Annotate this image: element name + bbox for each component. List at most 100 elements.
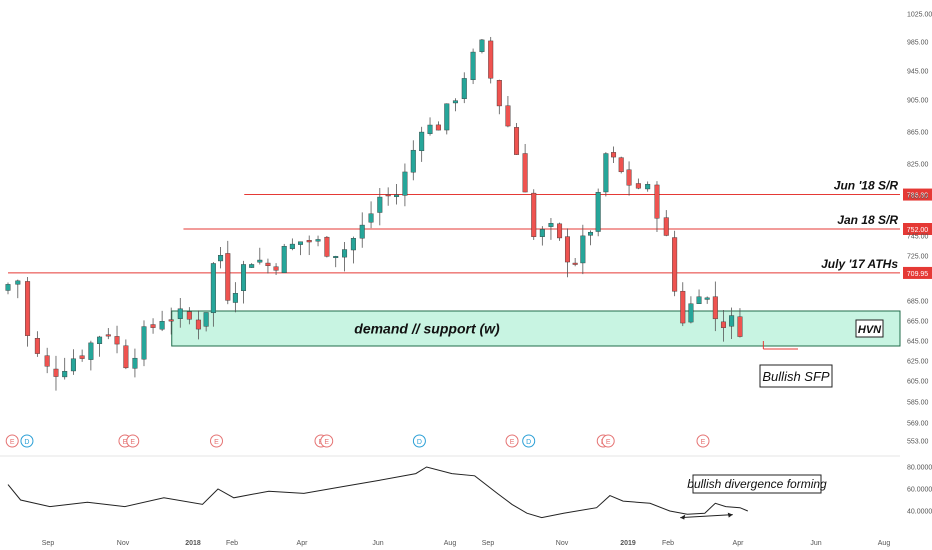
price-tag-value: 786.80 — [907, 193, 929, 200]
time-axis-label: Apr — [297, 540, 309, 547]
candle-down — [168, 319, 174, 322]
candle-down — [635, 183, 641, 189]
candle-up — [427, 124, 433, 134]
price-axis-tick: 785.00 — [907, 194, 929, 201]
sfp-label-box — [759, 364, 833, 388]
candle-down — [105, 334, 111, 337]
candle-down — [385, 194, 391, 197]
candle-up — [333, 256, 339, 259]
candle-down — [114, 336, 120, 345]
price-axis-tick: 625.00 — [907, 359, 929, 366]
candle-layer — [5, 36, 743, 391]
candle-up — [696, 296, 702, 304]
candle-down — [564, 236, 570, 263]
candle-up — [729, 315, 735, 327]
annotation-layer: Bullish SFP — [759, 364, 833, 388]
candle-down — [265, 262, 271, 267]
dividend-marker — [522, 434, 536, 448]
event-marker-glyph: E — [130, 439, 135, 446]
candle-up — [350, 238, 356, 251]
divergence-label-box — [692, 474, 822, 494]
candle-up — [315, 239, 321, 242]
sr-level-label: Jan 18 S/R — [837, 213, 898, 227]
event-marker-glyph: E — [510, 439, 515, 446]
candle-down — [514, 127, 520, 155]
demand-zone-label: demand // support (w) — [354, 321, 500, 337]
candle-up — [232, 293, 238, 303]
candle-down — [225, 253, 231, 301]
candle-up — [177, 308, 183, 319]
candle-up — [470, 51, 476, 81]
candle-up — [444, 103, 450, 131]
candle-up — [368, 213, 374, 223]
divergence-arrowhead-right — [727, 512, 733, 518]
candle-down — [25, 281, 31, 336]
candle-up — [377, 196, 383, 213]
candle-down — [53, 368, 59, 377]
price-tag-box — [903, 223, 932, 235]
price-axis-tick: 585.00 — [907, 400, 929, 407]
candle-up — [595, 192, 601, 232]
candle-down — [618, 157, 624, 173]
candle-up — [141, 326, 147, 360]
price-axis-tick: 945.00 — [907, 69, 929, 76]
hvn-tag-box — [855, 319, 884, 338]
candle-down — [488, 40, 494, 79]
time-axis-label: 2019 — [620, 540, 636, 547]
candle-up — [688, 303, 694, 323]
dividend-marker — [412, 434, 426, 448]
price-axis-tick: 985.00 — [907, 40, 929, 47]
price-axis-tick: 645.00 — [907, 339, 929, 346]
time-axis-label: Feb — [226, 540, 238, 547]
price-axis-tick: 665.00 — [907, 319, 929, 326]
time-axis-label: Jun — [372, 540, 383, 547]
time-axis-label: Aug — [444, 540, 457, 547]
event-marker-glyph: E — [214, 439, 219, 446]
candle-up — [603, 153, 609, 193]
price-axis-tick: 905.00 — [907, 98, 929, 105]
candle-up — [452, 100, 458, 104]
candle-up — [580, 235, 586, 264]
candle-down — [273, 266, 279, 271]
earnings-marker — [696, 434, 710, 448]
candle-down — [150, 324, 156, 328]
hvn-tag: HVN — [858, 324, 882, 336]
candle-up — [645, 184, 651, 190]
candle-up — [241, 264, 247, 291]
candle-up — [88, 342, 94, 360]
candle-up — [479, 39, 485, 52]
divergence-label: bullish divergence forming — [687, 477, 827, 491]
candle-up — [704, 297, 710, 300]
candle-down — [557, 223, 563, 239]
candle-up — [394, 194, 400, 197]
candle-down — [611, 152, 617, 158]
candle-down — [672, 237, 678, 292]
candle-down — [712, 296, 718, 320]
candle-down — [663, 217, 669, 236]
price-axis-tick: 605.00 — [907, 379, 929, 386]
candle-down — [324, 236, 330, 257]
oscillator-axis-tick: 80.0000 — [907, 465, 932, 472]
candle-up — [15, 280, 21, 285]
candle-up — [5, 284, 11, 291]
time-axis-label: 2018 — [185, 540, 201, 547]
event-marker-glyph: E — [324, 439, 329, 446]
price-tag-value: 709.95 — [907, 271, 929, 278]
event-marker-glyph: E — [10, 439, 15, 446]
dividend-marker — [20, 434, 34, 448]
candle-up — [249, 264, 255, 268]
price-axis-tick: 865.00 — [907, 130, 929, 137]
earnings-marker — [601, 434, 615, 448]
event-marker-glyph: E — [701, 439, 706, 446]
marker-layer: EDEEEEEDEDEEE — [5, 434, 710, 448]
candle-up — [203, 312, 209, 327]
candle-down — [34, 338, 40, 354]
oscillator-layer: bullish divergence forming — [7, 466, 827, 520]
candle-down — [44, 355, 50, 367]
candle-up — [62, 371, 68, 378]
price-axis-tick: 553.00 — [907, 439, 929, 446]
time-axis-label: Nov — [556, 540, 569, 547]
event-marker-glyph: D — [417, 439, 422, 446]
oscillator-line — [7, 466, 748, 519]
